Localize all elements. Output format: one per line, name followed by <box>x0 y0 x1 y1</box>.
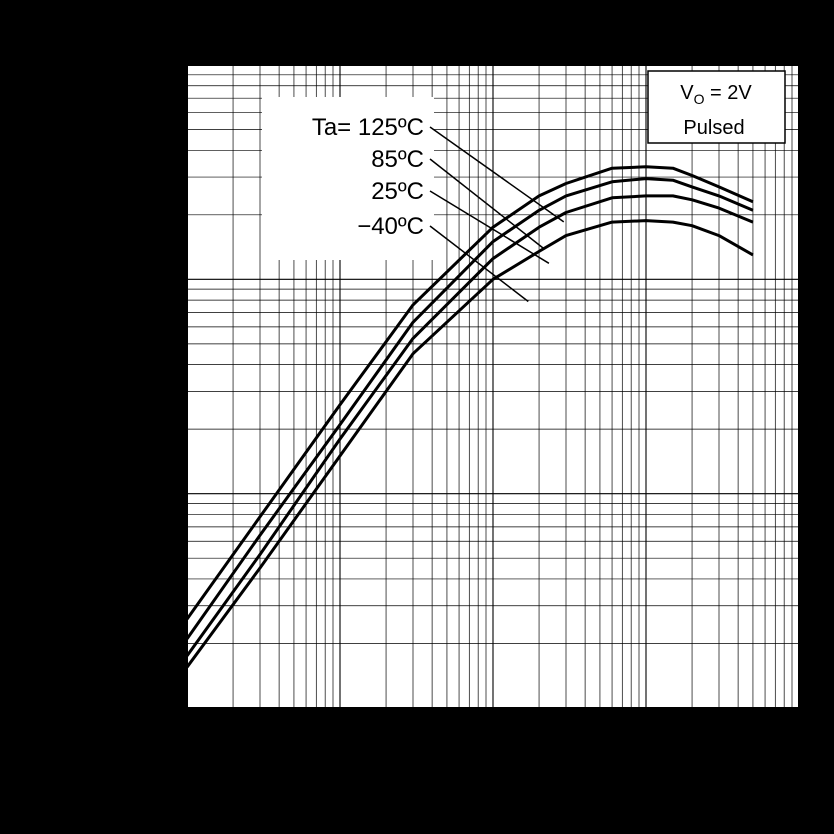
legend-leader-line <box>429 126 565 223</box>
series-line <box>185 165 754 620</box>
plot-frame <box>186 64 800 709</box>
legend-labels: Ta= 125ºC 85ºC 25ºC −40ºC <box>312 114 424 240</box>
y-tick-label: 1000 <box>102 50 160 80</box>
x-tick-labels: 0.1 1 10 100 1000 <box>169 732 828 762</box>
y-tick-label: 10 <box>131 479 160 509</box>
x-tick-label: 1 <box>333 732 347 762</box>
series-line <box>185 219 754 669</box>
legend-leader-lines <box>429 126 565 303</box>
series-line <box>185 194 754 657</box>
y-tick-label: 100 <box>117 264 160 294</box>
legend-leader-line <box>429 225 529 303</box>
x-tick-label: 10 <box>479 732 508 762</box>
x-tick-label: 100 <box>624 732 667 762</box>
legend-box <box>262 97 434 260</box>
legend-leader-line <box>429 158 546 250</box>
legend-label: 25ºC <box>371 178 424 205</box>
y-tick-labels: 1 10 100 1000 <box>102 50 160 723</box>
x-tick-label: 0.1 <box>169 732 205 762</box>
series-lines <box>185 165 754 669</box>
series-line <box>185 177 754 640</box>
legend-label: −40ºC <box>357 213 424 240</box>
legend-label: Ta= 125ºC <box>312 114 424 141</box>
y-tick-label: 1 <box>146 693 160 723</box>
legend-label: 85ºC <box>371 146 424 173</box>
x-tick-label: 1000 <box>770 732 828 762</box>
conditions-frame <box>647 70 786 144</box>
legend: Ta= 125ºC 85ºC 25ºC −40ºC <box>262 97 565 303</box>
legend-leader-line <box>429 190 550 264</box>
pulsed-label: Pulsed <box>683 117 744 139</box>
vo-condition-label: VO = 2V <box>680 82 752 107</box>
conditions-box: VO = 2V Pulsed <box>647 70 786 144</box>
